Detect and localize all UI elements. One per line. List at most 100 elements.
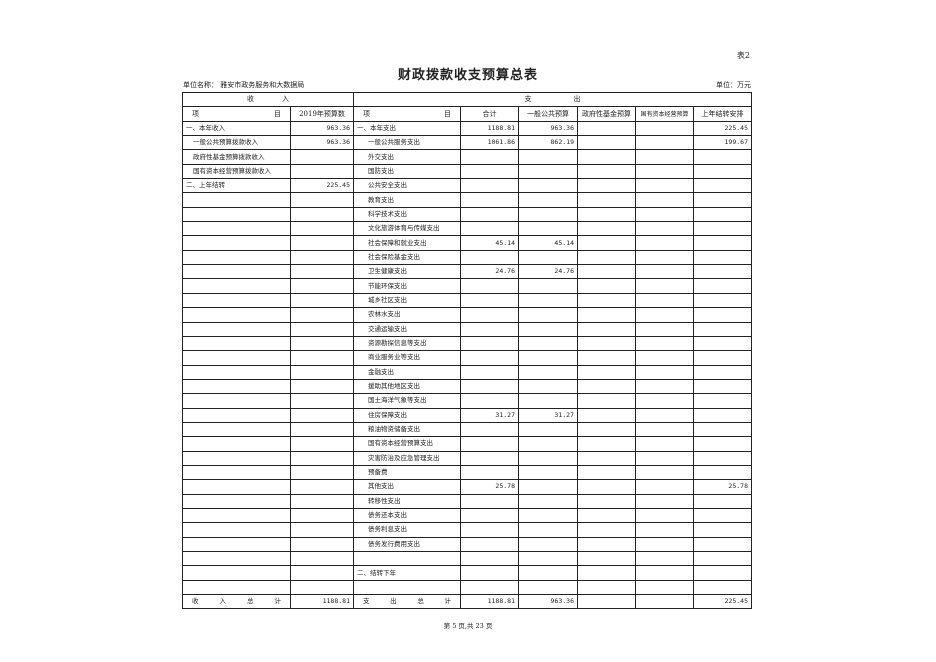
income-item <box>182 407 291 423</box>
expense-value <box>577 178 636 194</box>
table-row: 城乡社区支出 <box>182 292 752 309</box>
expense-value <box>635 149 694 165</box>
expense-value <box>693 307 752 323</box>
income-value <box>290 436 354 452</box>
expense-item: 资源勘探信息等支出 <box>353 335 461 352</box>
expense-value <box>577 579 636 596</box>
expense-value <box>460 149 519 165</box>
expense-item: 二、结转下年 <box>353 565 461 581</box>
expense-value <box>518 364 578 380</box>
expense-value <box>577 335 636 352</box>
table-tag: 表2 <box>736 51 750 60</box>
state-capital-header: 国有资本经营预算 <box>635 106 694 122</box>
expense-total-value <box>577 594 636 610</box>
expense-value: 24.76 <box>460 264 519 280</box>
expense-value <box>460 364 519 380</box>
expense-value <box>518 450 578 466</box>
expense-value: 225.45 <box>693 120 752 137</box>
expense-value <box>460 436 519 452</box>
expense-value <box>693 163 752 180</box>
expense-value <box>693 522 752 538</box>
expense-item: 商业服务业等支出 <box>353 350 461 366</box>
expense-value <box>693 206 752 223</box>
expense-value <box>518 163 578 180</box>
expense-value <box>518 479 578 495</box>
expense-value <box>693 493 752 509</box>
expense-item <box>353 550 461 567</box>
expense-item: 社会保险基金支出 <box>353 249 461 266</box>
table-row: 文化旅游体育与传媒支出 <box>182 221 752 237</box>
table-row: 国有资本经营预算拨款收入 国防支出 <box>182 163 752 180</box>
table-row: 其他支出 25.78 25.78 <box>182 479 752 495</box>
table-row: 社会保险基金支出 <box>182 249 752 266</box>
expense-value <box>518 350 578 366</box>
expense-value <box>635 292 694 309</box>
income-value <box>290 522 354 538</box>
table-row <box>182 579 752 596</box>
expense-value <box>460 507 519 524</box>
income-item <box>182 479 291 495</box>
table-row: 商业服务业等支出 <box>182 350 752 366</box>
expense-header: 支 出 <box>353 91 752 108</box>
expense-value <box>693 421 752 438</box>
expense-value <box>460 249 519 266</box>
income-item <box>182 278 291 294</box>
expense-value <box>693 249 752 266</box>
expense-value <box>460 206 519 223</box>
expense-value <box>460 350 519 366</box>
income-item <box>182 206 291 223</box>
expense-value: 25.78 <box>460 479 519 495</box>
income-value <box>290 192 354 208</box>
expense-total-value: 1188.81 <box>460 594 519 610</box>
expense-value <box>460 221 519 237</box>
expense-value: 1188.81 <box>460 120 519 137</box>
table-row: 一般公共预算拨款收入 963.36 一般公共服务支出 1061.86 862.19 199… <box>182 135 752 151</box>
expense-item: 交通运输支出 <box>353 321 461 337</box>
expense-item: 文化旅游体育与传媒支出 <box>353 221 461 237</box>
expense-value <box>577 450 636 466</box>
totals-row: 收入总计 1188.81 支出总计 1188.81 963.36 225.45 <box>182 594 752 610</box>
income-value <box>290 464 354 481</box>
income-item <box>182 364 291 380</box>
carryover-header: 上年结转安排 <box>693 106 752 122</box>
income-item: 政府性基金预算拨款收入 <box>182 149 291 165</box>
expense-value <box>460 522 519 538</box>
expense-value <box>635 307 694 323</box>
expense-value <box>577 278 636 294</box>
table-row: 政府性基金预算拨款收入 外交支出 <box>182 149 752 165</box>
income-total: 1188.81 <box>290 594 354 610</box>
table-row: 社会保障和就业支出 45.14 45.14 <box>182 235 752 251</box>
income-item <box>182 464 291 481</box>
expense-value <box>460 421 519 438</box>
income-item <box>182 450 291 466</box>
expense-value <box>577 321 636 337</box>
income-item <box>182 493 291 509</box>
expense-value <box>693 436 752 452</box>
expense-value <box>460 192 519 208</box>
expense-value <box>518 249 578 266</box>
expense-value <box>518 278 578 294</box>
table-row: 金融支出 <box>182 364 752 380</box>
expense-value <box>460 450 519 466</box>
expense-value <box>577 135 636 151</box>
expense-value <box>577 120 636 137</box>
expense-value <box>518 393 578 409</box>
income-item <box>182 550 291 567</box>
income-value <box>290 292 354 309</box>
table-row: 灾害防治及应急管理支出 <box>182 450 752 466</box>
expense-item: 粮油物资储备支出 <box>353 421 461 438</box>
income-item <box>182 393 291 409</box>
expense-value <box>693 407 752 423</box>
table-row: 债务发行费用支出 <box>182 536 752 553</box>
expense-value <box>577 235 636 251</box>
expense-value <box>518 206 578 223</box>
expense-value <box>693 565 752 581</box>
expense-value <box>577 192 636 208</box>
expense-value <box>518 192 578 208</box>
unit-name: 单位名称： 雅安市政务服务和大数据局 <box>183 81 305 89</box>
expense-value: 199.67 <box>693 135 752 151</box>
income-value <box>290 278 354 294</box>
budget-table: 收 入 支 出 项目 2019年预算数 项目 合计 一般公共预算 政府性基金预算… <box>182 91 752 610</box>
expense-value: 25.78 <box>693 479 752 495</box>
